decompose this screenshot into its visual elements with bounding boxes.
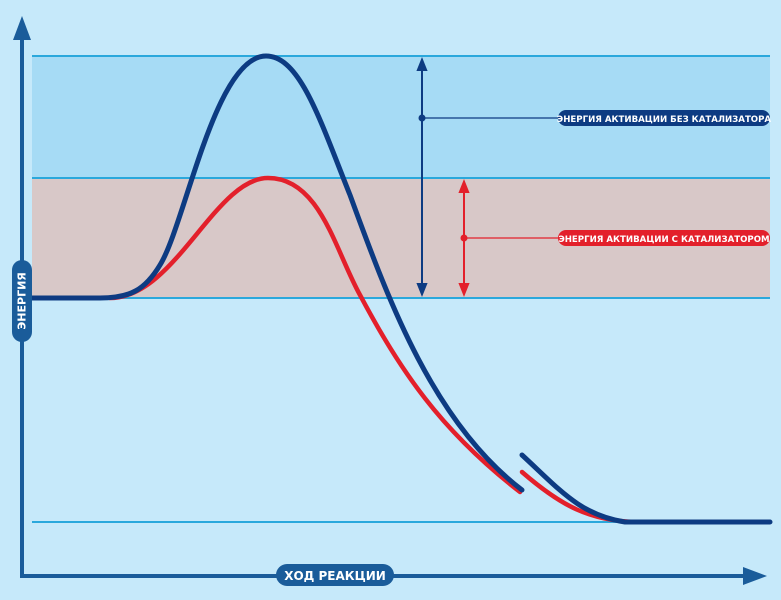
x-axis-label: ХОД РЕАКЦИИ bbox=[284, 569, 386, 583]
y-axis-arrowhead bbox=[13, 16, 31, 40]
y-axis-label: ЭНЕРГИЯ bbox=[16, 272, 29, 330]
curve-without-catalyst bbox=[29, 53, 773, 525]
badge-with-catalyst: ЭНЕРГИЯ АКТИВАЦИИ С КАТАЛИЗАТОРОМ bbox=[558, 230, 770, 246]
x-axis-label-badge: ХОД РЕАКЦИИ bbox=[276, 564, 394, 586]
badge-without-catalyst: ЭНЕРГИЯ АКТИВАЦИИ БЕЗ КАТАЛИЗАТОРА bbox=[557, 110, 771, 126]
label-with-catalyst: ЭНЕРГИЯ АКТИВАЦИИ С КАТАЛИЗАТОРОМ bbox=[558, 235, 769, 245]
x-axis-arrowhead bbox=[743, 567, 767, 585]
y-axis-label-badge: ЭНЕРГИЯ bbox=[12, 260, 32, 342]
label-without-catalyst: ЭНЕРГИЯ АКТИВАЦИИ БЕЗ КАТАЛИЗАТОРА bbox=[557, 115, 771, 125]
